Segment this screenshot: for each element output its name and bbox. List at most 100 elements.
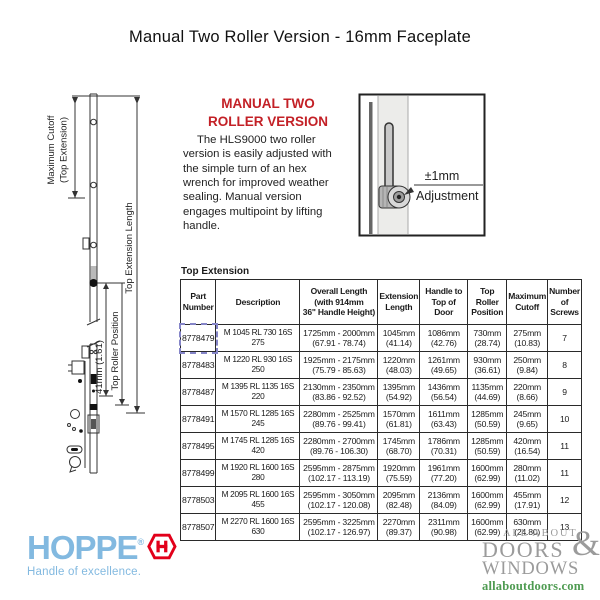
handle-to-top-cell: 1786mm (70.31): [419, 432, 469, 460]
dimension-lines: [68, 95, 145, 414]
handle-to-top-cell: 1611mm (63.43): [419, 405, 469, 433]
overall-length-cell: 2595mm - 2875mm (102.17 - 113.19): [299, 459, 379, 487]
table-row: 8778507 M 2270 RL 1600 16S 630 2595mm - …: [179, 513, 583, 541]
adjustment-text-label: Adjustment: [416, 189, 479, 203]
part-number-cell[interactable]: 8778491: [179, 405, 217, 433]
top-roller-position-label: Top Roller Position: [110, 311, 121, 390]
faceplate-upper: [82, 93, 101, 348]
faceplate-technical-drawing: Maximum Cutoff (Top Extension) Top Exten…: [46, 93, 145, 474]
roller-offset-label: 41mm (1.61): [94, 340, 105, 394]
part-number-cell[interactable]: 8778479: [178, 322, 218, 354]
number-of-screws-cell: 9: [547, 378, 583, 406]
aad-logo-line-windows: WINDOWS: [482, 559, 580, 580]
col-header-extension-length: Extension Length: [377, 279, 421, 325]
extension-length-cell: 2270mm (89.37): [377, 513, 421, 541]
intro-section: MANUAL TWO ROLLER VERSION The HLS9000 tw…: [183, 95, 353, 234]
description-cell: M 1395 RL 1135 16S 220: [215, 378, 301, 406]
overall-length-cell: 1725mm - 2000mm (67.91 - 78.74): [299, 324, 379, 352]
table-row: 8778503 M 2095 RL 1600 16S 455 2595mm - …: [179, 486, 583, 514]
spec-table-body: 8778479 M 1045 RL 730 16S 275 1725mm - 2…: [178, 322, 583, 541]
maximum-cutoff-cell: 275mm (10.83): [506, 324, 549, 352]
extension-length-cell: 1570mm (61.81): [377, 405, 421, 433]
col-header-handle-to-top: Handle to Top of Door: [419, 279, 469, 325]
maximum-cutoff-cell: 245mm (9.65): [506, 405, 549, 433]
all-about-doors-windows-logo: & ALL ABOUT DOORS WINDOWS allaboutdoors.…: [482, 525, 600, 593]
spec-table-section: Top Extension Part Number Description Ov…: [178, 266, 598, 541]
overall-length-cell: 2595mm - 3050mm (102.17 - 120.08): [299, 486, 379, 514]
overall-length-cell: 2280mm - 2700mm (89.76 - 106.30): [299, 432, 379, 460]
part-number-cell[interactable]: 8778495: [179, 432, 217, 460]
handle-to-top-cell: 2311mm (90.98): [419, 513, 469, 541]
aad-website-url[interactable]: allaboutdoors.com: [482, 578, 585, 593]
description-cell: M 1045 RL 730 16S 275: [215, 324, 301, 352]
aad-logo-line-doors: DOORS: [482, 536, 565, 562]
number-of-screws-cell: 13: [547, 513, 583, 541]
maximum-cutoff-label: Maximum Cutoff: [46, 115, 57, 184]
maximum-cutoff-cell: 220mm (8.66): [506, 378, 549, 406]
col-header-overall-length: Overall Length (with 914mm 36" Handle He…: [299, 279, 379, 325]
top-roller-position-cell: 1135mm (44.69): [467, 378, 508, 406]
table-row: 8778495 M 1745 RL 1285 16S 420 2280mm - …: [179, 432, 583, 460]
maximum-cutoff-sub-label: (Top Extension): [59, 117, 70, 183]
description-cell: M 1220 RL 930 16S 250: [215, 351, 301, 379]
header-row: Part Number Description Overall Length (…: [179, 279, 583, 325]
extension-length-cell: 1745mm (68.70): [377, 432, 421, 460]
table-row: 8778491 M 1570 RL 1285 16S 245 2280mm - …: [179, 405, 583, 433]
description-cell: M 1920 RL 1600 16S 280: [215, 459, 301, 487]
description-cell: M 1745 RL 1285 16S 420: [215, 432, 301, 460]
description-cell: M 1570 RL 1285 16S 245: [215, 405, 301, 433]
top-roller-position-cell: 1285mm (50.59): [467, 432, 508, 460]
table-section-label: Top Extension: [181, 266, 250, 277]
top-roller-position-cell: 1285mm (50.59): [467, 405, 508, 433]
handle-to-top-cell: 1961mm (77.20): [419, 459, 469, 487]
number-of-screws-cell: 8: [547, 351, 583, 379]
description-cell: M 2270 RL 1600 16S 630: [215, 513, 301, 541]
maximum-cutoff-cell: 250mm (9.84): [506, 351, 549, 379]
spec-table: Part Number Description Overall Length (…: [178, 279, 583, 541]
top-roller-position-cell: 930mm (36.61): [467, 351, 508, 379]
page-title: Manual Two Roller Version - 16mm Facepla…: [129, 28, 471, 46]
overall-length-cell: 2130mm - 2350mm (83.86 - 92.52): [299, 378, 379, 406]
table-row: 8778483 M 1220 RL 930 16S 250 1925mm - 2…: [179, 351, 583, 379]
hex-wrench-icon: [378, 122, 411, 209]
part-number-cell[interactable]: 8778487: [179, 378, 217, 406]
number-of-screws-cell: 10: [547, 405, 583, 433]
number-of-screws-cell: 7: [547, 324, 583, 352]
description-cell: M 2095 RL 1600 16S 455: [215, 486, 301, 514]
number-of-screws-cell: 11: [547, 432, 583, 460]
adjustment-figure: ±1mm Adjustment: [358, 93, 486, 237]
adjustment-value-label: ±1mm: [425, 169, 460, 183]
hoppe-hexagon-icon: [147, 533, 177, 560]
ampersand-glyph: &: [571, 523, 600, 563]
maximum-cutoff-cell: 420mm (16.54): [506, 432, 549, 460]
table-row: 8778499 M 1920 RL 1600 16S 280 2595mm - …: [179, 459, 583, 487]
table-row: 8778487 M 1395 RL 1135 16S 220 2130mm - …: [179, 378, 583, 406]
top-roller-position-cell: 730mm (28.74): [467, 324, 508, 352]
maximum-cutoff-cell: 630mm (24.80): [506, 513, 549, 541]
section-heading: MANUAL TWO ROLLER VERSION: [207, 96, 328, 129]
number-of-screws-cell: 11: [547, 459, 583, 487]
maximum-cutoff-cell: 455mm (17.91): [506, 486, 549, 514]
part-number-cell[interactable]: 8778499: [179, 459, 217, 487]
col-header-description: Description: [215, 279, 301, 325]
section-body-text: The HLS9000 two roller version is easily…: [183, 134, 332, 233]
hoppe-logo: HOPPE® Handle of excellence.: [27, 530, 177, 578]
col-header-maximum-cutoff: Maximum Cutoff: [506, 279, 549, 325]
handle-to-top-cell: 1261mm (49.65): [419, 351, 469, 379]
col-header-number-of-screws: Number of Screws: [547, 279, 583, 325]
callout: ±1mm Adjustment: [404, 169, 483, 203]
top-roller-position-cell: 1600mm (62.99): [467, 513, 508, 541]
handle-to-top-cell: 1436mm (56.54): [419, 378, 469, 406]
faceplate-lower-lock-mechanism: [66, 343, 100, 474]
extension-length-cell: 1395mm (54.92): [377, 378, 421, 406]
part-number-cell[interactable]: 8778507: [179, 513, 217, 541]
arrow-icon: [404, 187, 414, 195]
handle-to-top-cell: 2136mm (84.09): [419, 486, 469, 514]
maximum-cutoff-cell: 280mm (11.02): [506, 459, 549, 487]
table-row: 8778479 M 1045 RL 730 16S 275 1725mm - 2…: [178, 322, 583, 354]
col-header-top-roller-position: Top Roller Position: [467, 279, 508, 325]
part-number-cell[interactable]: 8778503: [179, 486, 217, 514]
top-roller-dot: [89, 279, 98, 287]
overall-length-cell: 2595mm - 3225mm (102.17 - 126.97): [299, 513, 379, 541]
part-number-cell[interactable]: 8778483: [179, 351, 217, 379]
